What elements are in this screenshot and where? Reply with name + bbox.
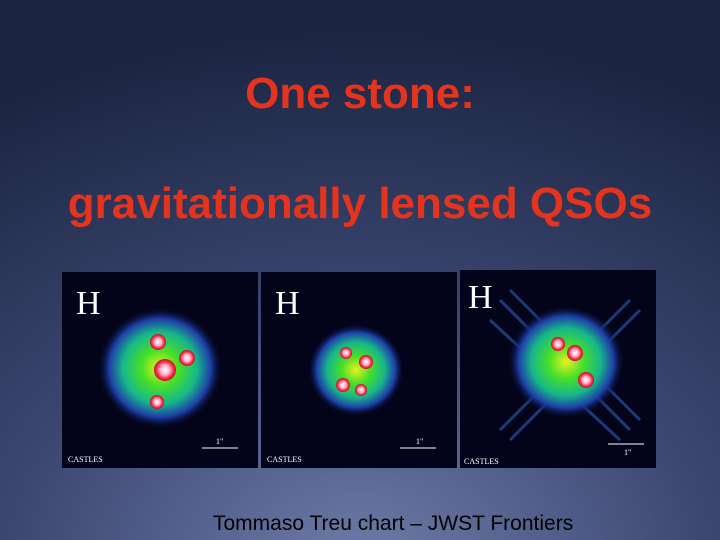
band-label: H [275,285,300,322]
title-line: One stone: [245,69,475,118]
credit: CASTLES [68,455,103,464]
image-panel: H 1" CASTLES [460,270,656,468]
credit: CASTLES [464,457,499,466]
image-panel: H 1" CASTLES [261,272,457,468]
scale-label: 1" [416,437,423,446]
scale-label: 1" [624,448,631,457]
image-panel: H 1" CASTLES [62,272,258,468]
footer: Tommaso Treu chart – JWST Frontiers [213,512,573,535]
title-line: gravitationally lensed QSOs [68,179,652,228]
band-label: H [76,285,101,322]
band-label: H [468,279,493,316]
credit: CASTLES [267,455,302,464]
scale-label: 1" [216,437,223,446]
